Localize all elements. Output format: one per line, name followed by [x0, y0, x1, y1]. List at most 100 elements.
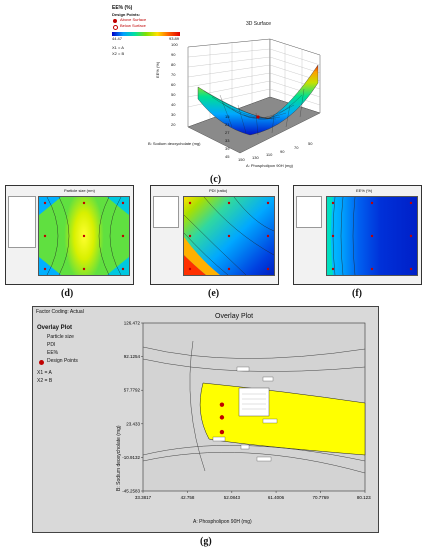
z-tick: 80 — [171, 62, 176, 67]
b-tick: 45 — [225, 154, 230, 159]
a-tick: 50 — [308, 141, 313, 146]
x-tick-label: 42.758 — [181, 495, 195, 500]
b-axis-label: B: Sodium deoxycholate (mg) — [148, 141, 201, 146]
caption-e: (e) — [208, 288, 220, 299]
a-axis-ticks: 150 130 110 90 70 50 — [238, 141, 318, 170]
above-surface-label: Above Surface — [120, 17, 147, 22]
contour-e-plot — [183, 196, 275, 276]
b-tick: 33 — [225, 138, 230, 143]
overlay-panel: Factor Coding: Actual Overlay Plot Parti… — [32, 306, 379, 533]
design-points-label: Design Points: — [112, 12, 141, 17]
z-tick: 100 — [171, 42, 178, 47]
a-axis-label: A: Phospholipon 90H (mg) — [246, 163, 293, 168]
z-tick: 30 — [171, 112, 176, 117]
y-ticks: 126.472 92.1254 57.7792 23.433 -10.9132 -45.2… — [122, 321, 143, 494]
above-surface-marker — [113, 19, 117, 23]
contour-e-lines — [184, 197, 274, 275]
design-point — [219, 429, 225, 435]
overlay-x2: X2 = B — [37, 378, 53, 384]
y-tick-label: 126.472 — [124, 321, 141, 326]
contour-d-lines — [46, 197, 122, 275]
z-tick: 20 — [171, 122, 176, 127]
design-point — [219, 402, 225, 407]
x-tick-label: 52.0843 — [224, 495, 241, 500]
contour-panel-f: EE% (%) — [293, 185, 422, 285]
a-tick: 150 — [238, 157, 245, 162]
z-tick: 90 — [171, 52, 176, 57]
legend-item-particle-size: Particle size — [47, 334, 74, 340]
below-surface-label: Below Surface — [120, 23, 146, 28]
x1-label: X1 = A — [112, 45, 124, 50]
a-tick: 130 — [252, 155, 259, 160]
contour-f-edge — [327, 197, 333, 275]
design-point — [219, 415, 225, 420]
caption-g: (g) — [200, 536, 212, 547]
contour-f-plot — [326, 196, 418, 276]
b-tick: 15 — [225, 114, 230, 119]
contour-panel-e: PDI (ratio) — [150, 185, 279, 285]
legend-item-ee: EE% — [47, 350, 59, 356]
a-tick: 70 — [294, 145, 299, 150]
x2-label: X2 = B — [112, 51, 125, 56]
scale-max-label: 93.89 — [169, 36, 180, 41]
surface-mesh — [203, 88, 305, 136]
b-tick: 27 — [225, 130, 230, 135]
x-tick-label: 80.1232 — [357, 495, 371, 500]
y-tick-label: 57.7792 — [124, 388, 141, 393]
x-ticks: 33.3817 42.758 52.0843 61.4006 70.7769 80.123… — [135, 491, 371, 500]
surface3d-plot — [187, 38, 321, 154]
caption-d: (d) — [61, 288, 74, 299]
overlay-ylabel: B: Sodium deoxycholate (mg) — [116, 425, 122, 491]
curve-flags — [212, 366, 278, 462]
caption-c: (c) — [210, 174, 222, 185]
a-tick: 110 — [266, 152, 273, 157]
caption-f: (f) — [352, 288, 362, 299]
b-tick: 39 — [225, 146, 230, 151]
legend-design-point-marker — [39, 360, 44, 365]
contour-d-corner-tr — [107, 197, 129, 215]
factor-coding-label: Factor Coding: Actual — [36, 309, 84, 315]
contour-f-lines — [332, 197, 356, 275]
scale-min-label: 44.47 — [112, 36, 123, 41]
overlay-legend: Overlay Plot Particle size PDI EE% Desig… — [37, 325, 107, 405]
y-tick-label: 23.433 — [126, 421, 140, 426]
z-tick: 70 — [171, 72, 176, 77]
y-tick-label: -10.9132 — [122, 455, 140, 460]
y-tick-label: 92.1254 — [124, 354, 141, 359]
overlay-xlabel: A: Phospholipon 90H (mg) — [193, 519, 252, 525]
surface3d-title: 3D Surface — [246, 21, 272, 27]
overlay-legend-title: Overlay Plot — [37, 325, 73, 331]
legend-design-points: Design Points — [47, 358, 78, 364]
x-tick-label: 33.3817 — [135, 495, 152, 500]
x-tick-label: 61.4006 — [268, 495, 285, 500]
a-tick: 90 — [280, 149, 285, 154]
overlay-x1: X1 = A — [37, 370, 52, 376]
info-box — [238, 387, 270, 417]
z-tick: 50 — [171, 92, 176, 97]
contour-e-warm-corner — [184, 237, 220, 275]
contour-panel-d: Particle size (nm) — [5, 185, 134, 285]
y-tick-label: -45.2583 — [122, 489, 140, 494]
color-scale-bar — [112, 32, 180, 36]
overlay-title: Overlay Plot — [215, 313, 254, 320]
overlay-chart: 33.3817 42.758 52.0843 61.4006 70.7769 80.123… — [122, 321, 371, 500]
contour-d-plot — [38, 196, 130, 276]
contour-d-legend — [8, 196, 36, 248]
z-axis-label: EE% (%) — [155, 61, 160, 78]
b-tick: 21 — [225, 122, 230, 127]
contour-f-title: EE% (%) — [356, 188, 373, 193]
contour-e-legend — [153, 196, 179, 228]
surface3d-legend: EE% (%) Design Points: Above Surface Bel… — [112, 5, 192, 66]
contour-d-corner-br — [107, 257, 129, 275]
design-points — [219, 402, 225, 435]
contour-f-points — [331, 201, 413, 271]
z-tick: 60 — [171, 82, 176, 87]
contour-e-points — [188, 201, 270, 271]
below-surface-marker — [113, 25, 118, 30]
contour-d-points — [43, 201, 125, 271]
surface-design-point — [256, 115, 260, 119]
contour-d-corner-tl — [39, 197, 61, 215]
x-tick-label: 70.7769 — [312, 495, 329, 500]
surface3d-legend-title: EE% (%) — [112, 5, 133, 11]
contour-d-title: Particle size (nm) — [64, 188, 95, 193]
